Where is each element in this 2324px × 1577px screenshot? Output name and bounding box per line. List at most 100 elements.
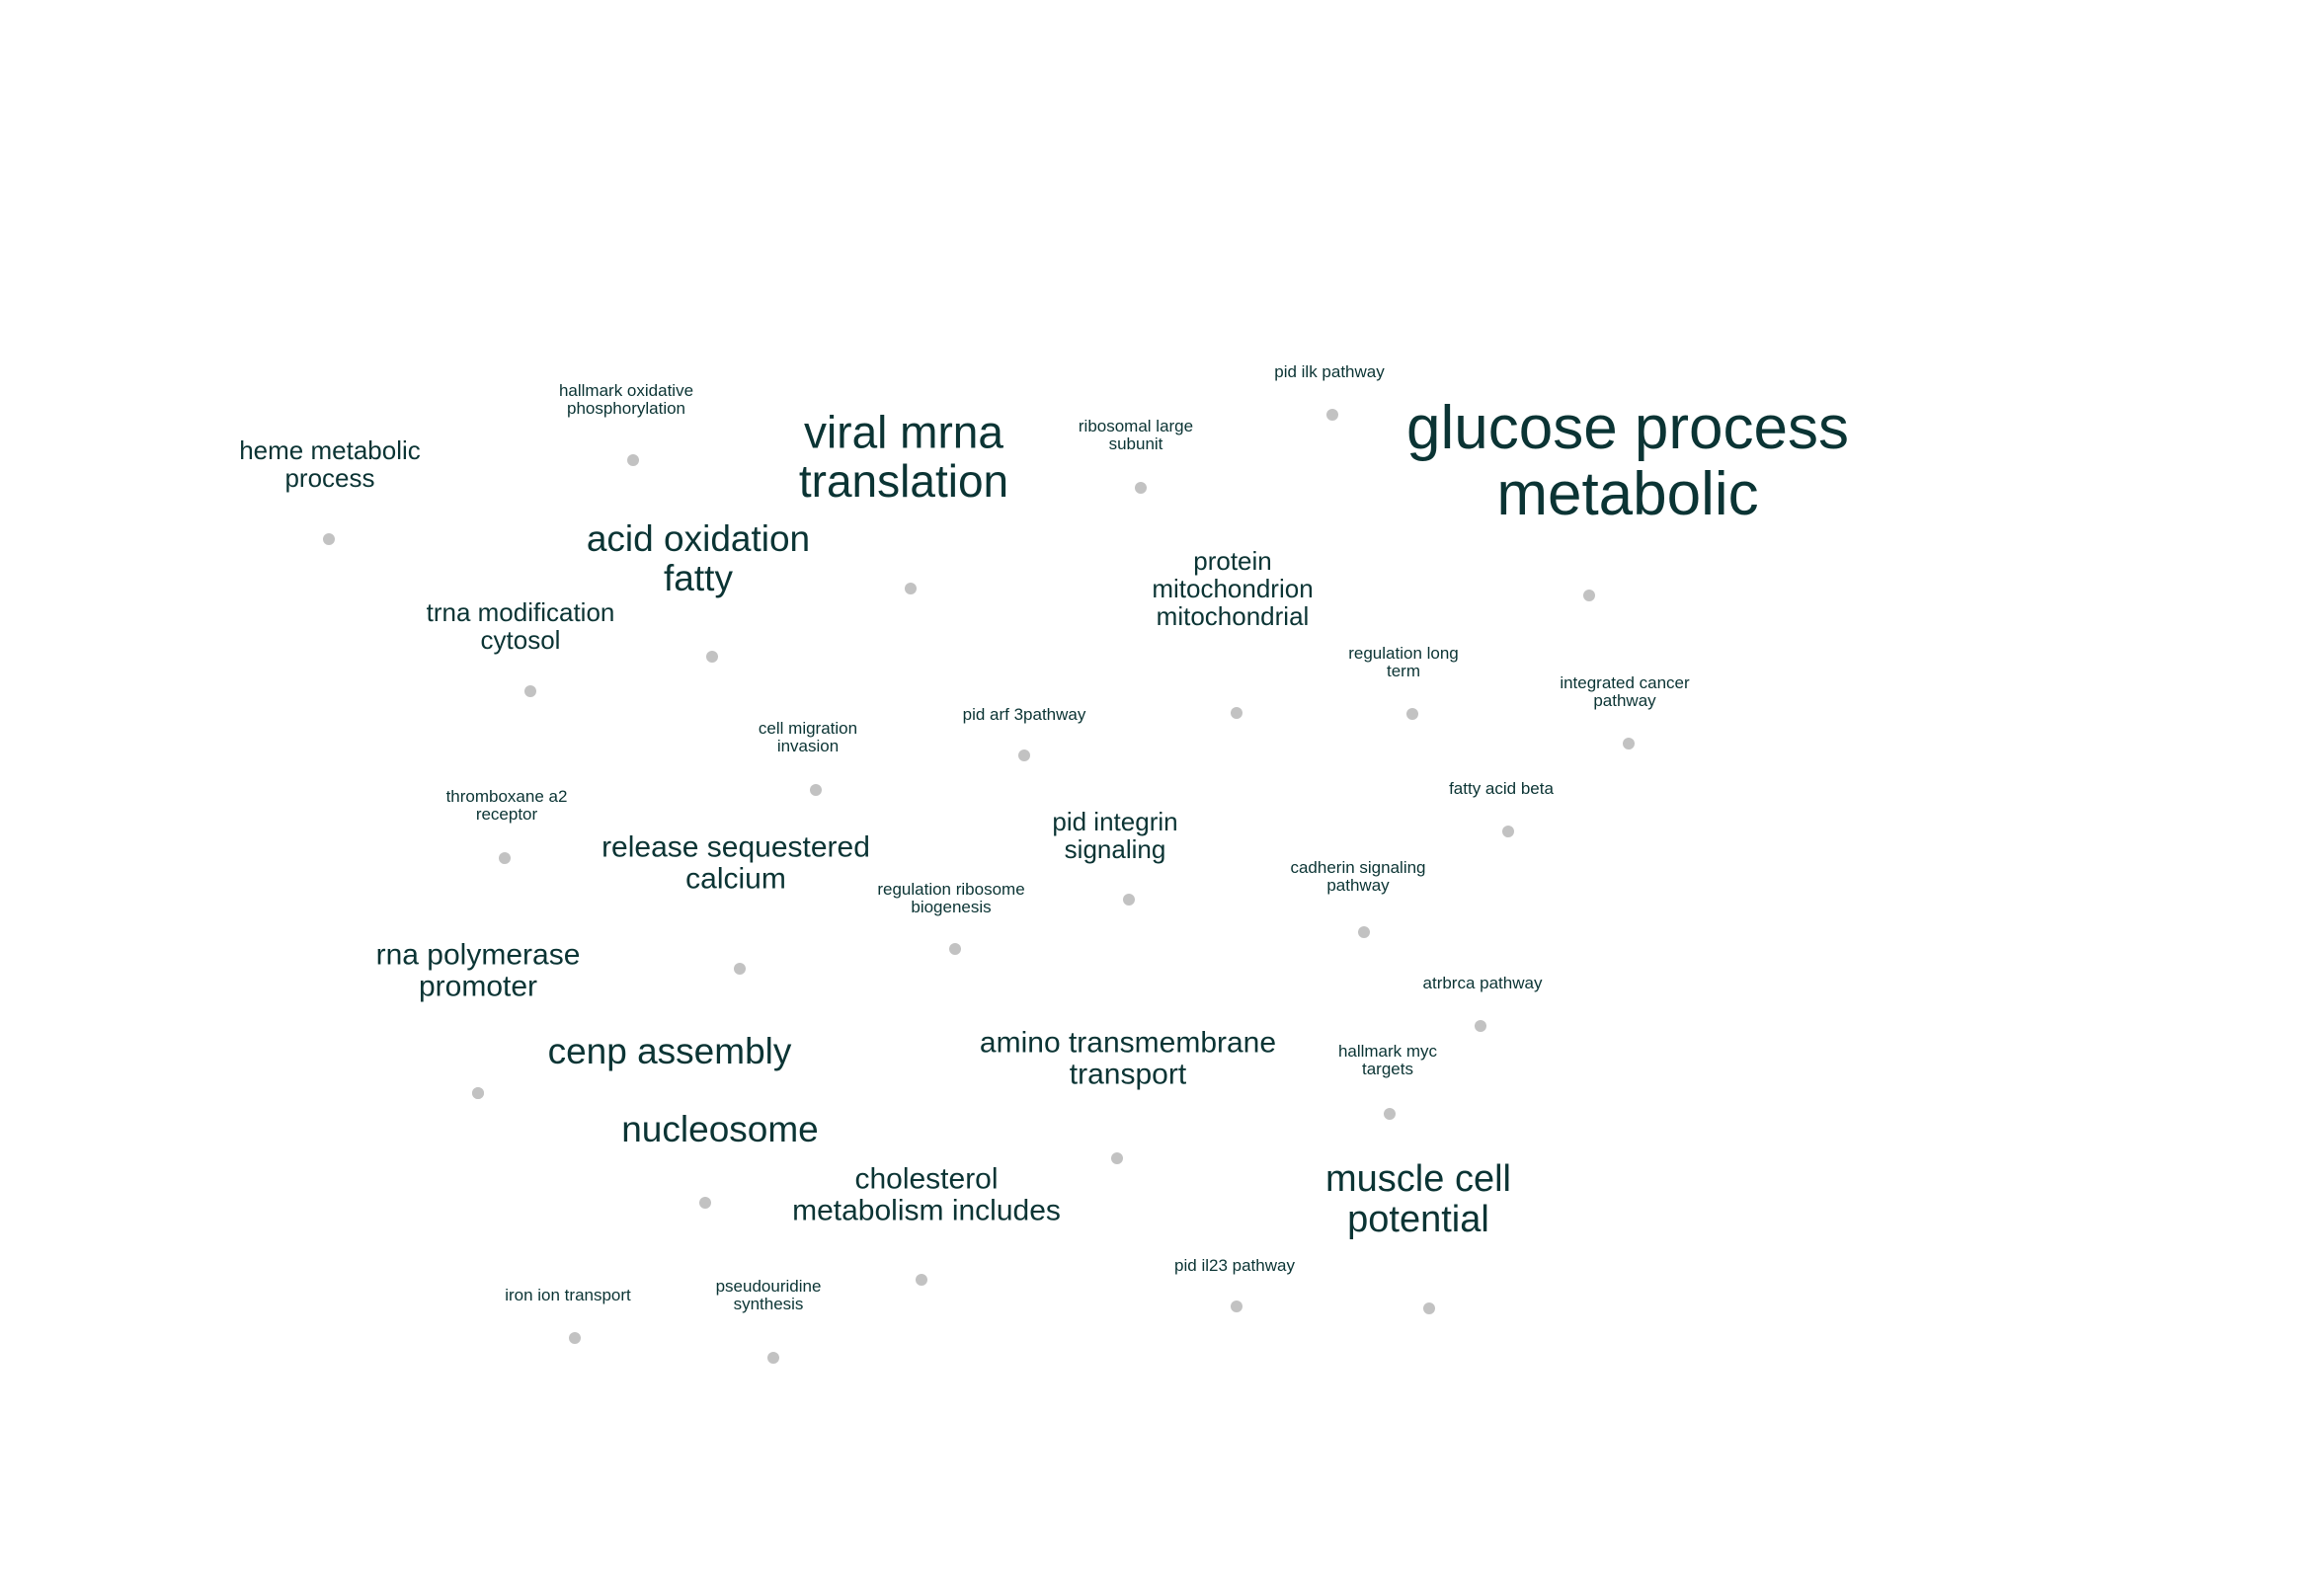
label-line: subunit bbox=[1109, 434, 1163, 453]
label-glucose-process-metabolic: glucose process metabolic bbox=[1406, 394, 1849, 528]
label-pid-il23-pathway: pid il23 pathway bbox=[1174, 1256, 1295, 1275]
label-line: translation bbox=[799, 455, 1008, 507]
label-ribosomal-large-subunit: ribosomal large subunit bbox=[1079, 417, 1193, 453]
label-line: promoter bbox=[419, 971, 537, 1003]
label-line: ribosomal large bbox=[1079, 417, 1193, 435]
label-line: mitochondrion bbox=[1152, 574, 1313, 603]
label-hallmark-oxidative-phosphorylation: hallmark oxidative phosphorylation bbox=[559, 381, 693, 418]
label-line: potential bbox=[1347, 1199, 1489, 1240]
label-line: integrated cancer bbox=[1560, 673, 1690, 692]
point-pid-ilk-pathway bbox=[1326, 409, 1338, 421]
label-line: atrbrca pathway bbox=[1423, 974, 1543, 992]
label-cenp-assembly: cenp assembly bbox=[548, 1031, 792, 1071]
label-protein-mitochondrion-mitochondrial: protein mitochondrion mitochondrial bbox=[1152, 546, 1313, 631]
label-line: pid integrin bbox=[1052, 807, 1177, 836]
label-cell-migration-invasion: cell migration invasion bbox=[759, 719, 857, 755]
point-heme-metabolic-process bbox=[323, 533, 335, 545]
label-cholesterol-metabolism-includes: cholesterol metabolism includes bbox=[792, 1162, 1061, 1226]
label-cadherin-signaling-pathway: cadherin signaling pathway bbox=[1290, 858, 1425, 895]
label-line: trna modification bbox=[427, 597, 615, 627]
points-layer bbox=[323, 409, 1635, 1364]
label-line: pid il23 pathway bbox=[1174, 1256, 1295, 1275]
label-line: pathway bbox=[1326, 876, 1390, 895]
label-line: fatty bbox=[664, 558, 733, 598]
label-trna-modification-cytosol: trna modification cytosol bbox=[427, 597, 615, 655]
point-iron-ion-transport bbox=[569, 1332, 581, 1344]
point-ribosomal-large-subunit bbox=[1135, 482, 1147, 494]
point-integrated-cancer-pathway bbox=[1623, 738, 1635, 749]
point-pseudouridine-synthesis bbox=[767, 1352, 779, 1364]
point-cholesterol-metabolism-includes bbox=[916, 1274, 927, 1286]
label-line: muscle cell bbox=[1325, 1158, 1511, 1200]
label-line: metabolic bbox=[1496, 460, 1758, 528]
label-line: pid arf 3pathway bbox=[963, 705, 1086, 724]
label-line: pid ilk pathway bbox=[1274, 362, 1385, 381]
label-line: release sequestered bbox=[601, 830, 870, 863]
label-regulation-ribosome-biogenesis: regulation ribosome biogenesis bbox=[877, 880, 1024, 916]
label-line: thromboxane a2 bbox=[446, 787, 568, 806]
label-line: pseudouridine bbox=[716, 1277, 822, 1296]
label-iron-ion-transport: iron ion transport bbox=[505, 1286, 631, 1304]
point-cell-migration-invasion bbox=[810, 784, 822, 796]
label-line: regulation long bbox=[1348, 644, 1459, 663]
label-line: cell migration bbox=[759, 719, 857, 738]
label-heme-metabolic-process: heme metabolic process bbox=[239, 435, 421, 493]
label-line: amino transmembrane bbox=[980, 1026, 1276, 1059]
label-fatty-acid-beta: fatty acid beta bbox=[1449, 779, 1554, 798]
label-viral-mrna-translation: viral mrna translation bbox=[799, 406, 1008, 507]
label-line: cenp assembly bbox=[548, 1031, 792, 1071]
label-line: glucose process bbox=[1406, 394, 1849, 462]
point-thromboxane-a2-receptor bbox=[499, 852, 511, 864]
label-pid-arf-3pathway: pid arf 3pathway bbox=[963, 705, 1086, 724]
labels-layer: heme metabolic process hallmark oxidative p… bbox=[239, 362, 1849, 1313]
point-regulation-ribosome-biogenesis bbox=[949, 943, 961, 955]
point-pid-arf-3pathway bbox=[1018, 749, 1030, 761]
point-viral-mrna-translation bbox=[905, 583, 917, 594]
label-atrbrca-pathway: atrbrca pathway bbox=[1423, 974, 1543, 992]
label-amino-transmembrane-transport: amino transmembrane transport bbox=[980, 1026, 1276, 1090]
point-fatty-acid-beta bbox=[1502, 826, 1514, 837]
label-line: invasion bbox=[777, 737, 839, 755]
label-line: acid oxidation bbox=[587, 518, 810, 559]
label-rna-polymerase-promoter: rna polymerase promoter bbox=[376, 938, 581, 1002]
point-release-sequestered-calcium bbox=[734, 963, 746, 975]
point-nucleosome bbox=[699, 1197, 711, 1209]
point-regulation-long-term bbox=[1406, 708, 1418, 720]
label-line: heme metabolic bbox=[239, 435, 421, 465]
label-line: biogenesis bbox=[911, 898, 991, 916]
point-muscle-cell-potential bbox=[1423, 1302, 1435, 1314]
label-line: signaling bbox=[1065, 834, 1166, 864]
label-line: term bbox=[1387, 662, 1420, 680]
label-pid-integrin-signaling: pid integrin signaling bbox=[1052, 807, 1177, 864]
label-pid-ilk-pathway: pid ilk pathway bbox=[1274, 362, 1385, 381]
label-muscle-cell-potential: muscle cell potential bbox=[1325, 1158, 1511, 1240]
label-line: transport bbox=[1070, 1059, 1187, 1091]
label-line: cholesterol bbox=[854, 1162, 998, 1195]
point-protein-mitochondrion-mitochondrial bbox=[1231, 707, 1242, 719]
label-acid-oxidation-fatty: acid oxidation fatty bbox=[587, 518, 810, 598]
label-line: receptor bbox=[476, 805, 538, 824]
label-line: regulation ribosome bbox=[877, 880, 1024, 899]
label-line: nucleosome bbox=[621, 1109, 819, 1149]
label-line: phosphorylation bbox=[567, 399, 685, 418]
label-nucleosome: nucleosome bbox=[621, 1109, 819, 1149]
label-thromboxane-a2-receptor: thromboxane a2 receptor bbox=[446, 787, 568, 824]
point-hallmark-myc-targets bbox=[1384, 1108, 1396, 1120]
label-line: protein bbox=[1193, 546, 1272, 576]
label-line: cytosol bbox=[481, 625, 561, 655]
label-line: pathway bbox=[1593, 691, 1656, 710]
label-line: calcium bbox=[685, 863, 786, 896]
label-line: viral mrna bbox=[804, 406, 1003, 457]
label-integrated-cancer-pathway: integrated cancer pathway bbox=[1560, 673, 1690, 710]
point-cenp-assembly bbox=[472, 1087, 484, 1099]
label-line: iron ion transport bbox=[505, 1286, 631, 1304]
point-pid-integrin-signaling bbox=[1123, 894, 1135, 906]
label-line: cadherin signaling bbox=[1290, 858, 1425, 877]
label-line: hallmark myc bbox=[1338, 1042, 1438, 1061]
label-line: metabolism includes bbox=[792, 1195, 1061, 1227]
label-regulation-long-term: regulation long term bbox=[1348, 644, 1459, 680]
label-release-sequestered-calcium: release sequestered calcium bbox=[601, 830, 870, 895]
label-line: rna polymerase bbox=[376, 938, 581, 971]
